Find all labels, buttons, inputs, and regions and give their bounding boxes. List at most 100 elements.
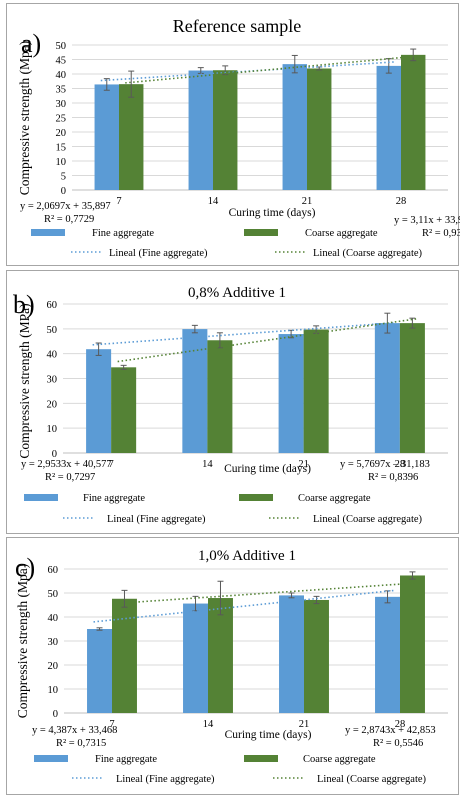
bar-coarse-14 (208, 598, 233, 713)
trend-equation: y = 5,7697x – 31,183 (340, 459, 430, 470)
legend-swatch (31, 229, 65, 236)
legend-trend-label: Lineal (Fine aggregate) (116, 774, 215, 785)
y-tick-label: 15 (56, 143, 67, 154)
y-tick-label: 20 (56, 128, 67, 139)
x-tick-label: 28 (395, 459, 406, 470)
y-axis-label: Compressive strength (MPa) (17, 303, 32, 458)
bar-fine-7 (86, 349, 112, 453)
y-tick-label: 35 (56, 85, 67, 96)
y-tick-label: 0 (61, 186, 66, 197)
trendline-coarse (125, 55, 420, 84)
legend-label: Fine aggregate (83, 493, 145, 504)
chart-svg-b: b) 0,8% Additive 1 0 10 20 30 40 50 60 Compressiv… (13, 285, 448, 525)
y-tick-label: 10 (47, 424, 58, 435)
bar-coarse-21 (303, 329, 329, 453)
bar-fine-7 (87, 629, 112, 713)
y-tick-label: 40 (56, 70, 67, 81)
chart-title: 0,8% Additive 1 (188, 285, 286, 301)
y-axis-label: Compressive strength (Mpa) (17, 41, 32, 195)
bar-fine-28 (374, 323, 400, 453)
x-axis-label: Curing time (days) (224, 463, 311, 475)
y-tick-label: 50 (56, 41, 67, 52)
x-tick-label: 14 (203, 719, 214, 730)
bar-coarse-21 (307, 68, 332, 190)
trendline-fine (92, 322, 394, 346)
trend-r2: R² = 0,9335 (422, 228, 460, 239)
trend-r2: R² = 0,7729 (44, 214, 94, 225)
y-tick-label: 40 (48, 613, 59, 624)
legend-swatch (244, 229, 278, 236)
trend-equation: y = 4,387x + 33,468 (32, 725, 117, 736)
legend-trend-label: Lineal (Coarse aggregate) (313, 248, 423, 259)
bar-fine-14 (183, 603, 208, 713)
chart-panel-c: c) 1,0% Additive 1 0 10 20 30 40 50 60 Compressiv… (6, 537, 459, 795)
bar-fine-14 (188, 70, 213, 190)
x-tick-label: 7 (109, 719, 114, 730)
trendline-fine (100, 61, 395, 82)
bar-coarse-14 (213, 70, 238, 190)
chart-panel-a: a) Reference sample 0 5 10 15 20 25 30 35 40 45 50 Co… (6, 3, 460, 266)
y-tick-label: 20 (48, 661, 59, 672)
x-tick-label: 28 (396, 196, 407, 207)
trend-r2: R² = 0,7315 (56, 738, 106, 749)
y-tick-label: 10 (48, 685, 59, 696)
legend-swatch (239, 494, 273, 501)
bar-fine-21 (278, 334, 304, 453)
trend-equation: y = 2,0697x + 35,897 (20, 201, 111, 212)
legend-swatch (244, 755, 278, 762)
x-tick-label: 28 (395, 719, 406, 730)
chart-title: 1,0% Additive 1 (198, 548, 296, 564)
x-tick-label: 7 (109, 459, 114, 470)
chart-panel-b: b) 0,8% Additive 1 0 10 20 30 40 50 60 Compressiv… (6, 270, 459, 534)
trend-r2: R² = 0,8396 (368, 472, 418, 483)
legend-label: Coarse aggregate (303, 754, 376, 765)
bar-coarse-7 (111, 367, 137, 453)
trend-equation: y = 2,9533x + 40,577 (21, 459, 112, 470)
bar-coarse-14 (207, 340, 233, 453)
panel-letter: b) (13, 290, 35, 319)
legend-trend-label: Lineal (Fine aggregate) (107, 514, 206, 525)
trend-equation: y = 3,11x + 33,9 (394, 215, 460, 226)
trendline-coarse (117, 317, 419, 363)
y-tick-label: 45 (56, 56, 67, 67)
legend-swatch (24, 494, 58, 501)
legend-trend-label: Lineal (Coarse aggregate) (313, 514, 423, 525)
trend-equation: y = 2,8743x + 42,853 (345, 725, 436, 736)
x-tick-label: 14 (202, 459, 213, 470)
bar-fine-21 (279, 595, 304, 713)
legend-trend-label: Lineal (Fine aggregate) (109, 248, 208, 259)
x-tick-label: 21 (302, 196, 313, 207)
bar-fine-28 (376, 65, 401, 190)
y-axis-label: Compressive strength (Mpa) (15, 564, 30, 718)
y-tick-label: 0 (53, 709, 58, 720)
y-tick-label: 60 (48, 565, 59, 576)
x-tick-label: 14 (208, 196, 219, 207)
y-tick-label: 50 (47, 325, 58, 336)
trend-r2: R² = 0,5546 (373, 738, 423, 749)
y-tick-label: 40 (47, 350, 58, 361)
bar-coarse-21 (304, 599, 329, 713)
y-tick-label: 60 (47, 300, 58, 311)
x-tick-label: 7 (116, 196, 121, 207)
x-axis-label: Curing time (days) (225, 729, 312, 741)
y-tick-label: 50 (48, 589, 59, 600)
y-tick-label: 20 (47, 399, 58, 410)
chart-svg-a: a) Reference sample 0 5 10 15 20 25 30 35 40 45 50 Co… (17, 16, 460, 259)
legend-label: Fine aggregate (95, 754, 157, 765)
y-tick-label: 30 (47, 375, 58, 386)
bar-fine-21 (282, 64, 307, 190)
legend-label: Coarse aggregate (305, 228, 378, 239)
bar-coarse-28 (399, 323, 425, 453)
bar-fine-7 (94, 84, 119, 190)
trend-r2: R² = 0,7297 (45, 472, 95, 483)
x-axis-label: Curing time (days) (229, 207, 316, 219)
y-tick-label: 10 (56, 157, 67, 168)
legend-label: Coarse aggregate (298, 493, 371, 504)
panel-letter: a) (21, 29, 41, 58)
bar-coarse-7 (112, 598, 137, 713)
x-tick-label: 21 (299, 719, 310, 730)
legend-swatch (34, 755, 68, 762)
bar-coarse-28 (401, 54, 426, 190)
y-tick-label: 5 (61, 172, 66, 183)
y-tick-label: 25 (56, 114, 67, 125)
